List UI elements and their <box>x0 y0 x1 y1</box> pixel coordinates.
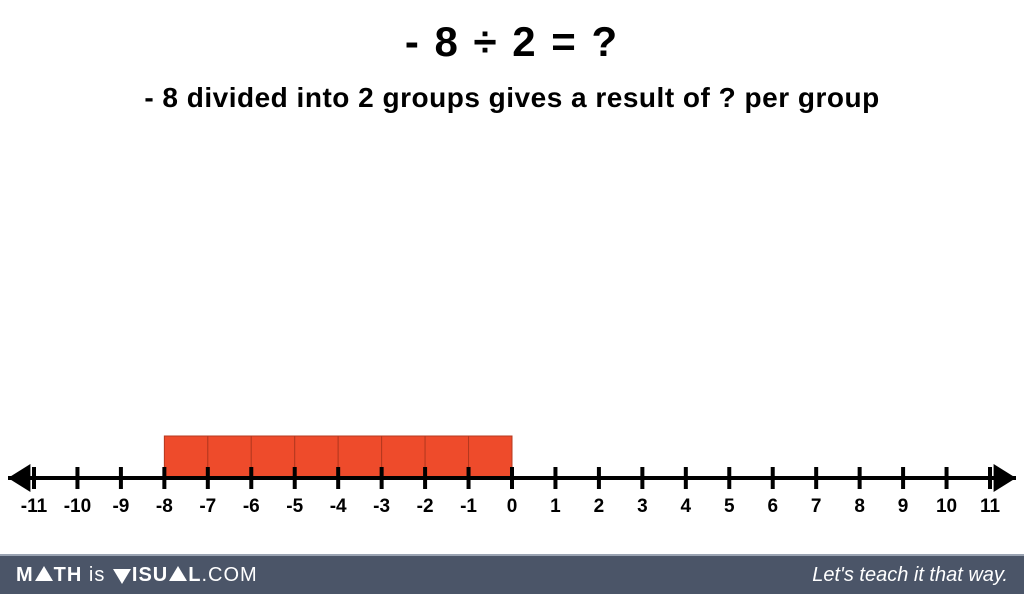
svg-text:5: 5 <box>724 496 735 517</box>
brand-th: TH <box>54 564 83 586</box>
svg-text:11: 11 <box>980 496 1001 517</box>
svg-text:-10: -10 <box>64 496 91 517</box>
svg-text:-11: -11 <box>21 496 48 517</box>
svg-text:-6: -6 <box>243 496 260 517</box>
svg-text:-2: -2 <box>417 496 434 517</box>
svg-text:-7: -7 <box>199 496 216 517</box>
svg-text:3: 3 <box>637 496 648 517</box>
svg-text:-3: -3 <box>373 496 390 517</box>
svg-text:1: 1 <box>550 496 561 517</box>
brand-isu: ISU <box>132 564 168 586</box>
svg-text:-4: -4 <box>330 496 347 517</box>
svg-text:9: 9 <box>898 496 909 517</box>
number-line-svg: -11-10-9-8-7-6-5-4-3-2-101234567891011 <box>0 368 1024 548</box>
triangle-down-icon <box>113 569 131 584</box>
brand-m: M <box>16 564 34 586</box>
triangle-up-icon <box>35 566 53 581</box>
brand-is: is <box>82 564 112 586</box>
svg-text:10: 10 <box>936 496 957 517</box>
svg-text:7: 7 <box>811 496 822 517</box>
svg-text:-8: -8 <box>156 496 173 517</box>
svg-text:8: 8 <box>854 496 865 517</box>
svg-text:6: 6 <box>767 496 778 517</box>
svg-text:0: 0 <box>507 496 518 517</box>
equation-title: - 8 ÷ 2 = ? <box>0 18 1024 66</box>
brand-l: L <box>188 564 201 586</box>
equation-sentence: - 8 divided into 2 groups gives a result… <box>0 82 1024 114</box>
footer-bar: M TH is ISU L.COM Let's teach it that way. <box>0 556 1024 594</box>
footer-tagline: Let's teach it that way. <box>812 564 1008 587</box>
brand-logo: M TH is ISU L.COM <box>16 564 258 587</box>
svg-text:-5: -5 <box>286 496 303 517</box>
svg-text:4: 4 <box>681 496 692 517</box>
number-line: -11-10-9-8-7-6-5-4-3-2-101234567891011 <box>0 368 1024 553</box>
svg-text:-9: -9 <box>112 496 129 517</box>
svg-text:-1: -1 <box>460 496 477 517</box>
triangle-up-icon-2 <box>169 566 187 581</box>
svg-text:2: 2 <box>594 496 605 517</box>
brand-dotcom: .COM <box>201 564 257 586</box>
